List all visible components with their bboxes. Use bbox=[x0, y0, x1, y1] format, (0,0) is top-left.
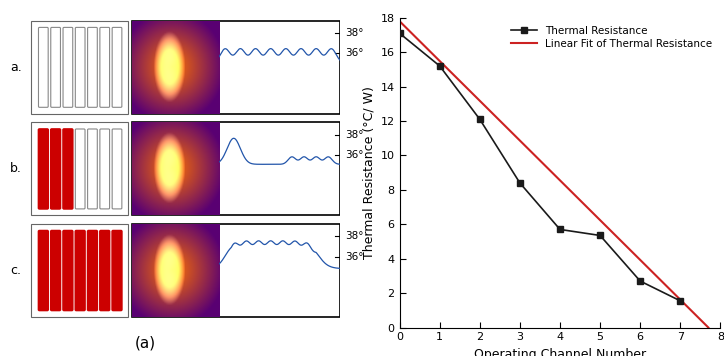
FancyBboxPatch shape bbox=[63, 27, 72, 107]
Thermal Resistance bbox=[395, 31, 404, 36]
Thermal Resistance bbox=[555, 227, 564, 232]
FancyBboxPatch shape bbox=[100, 129, 109, 209]
FancyBboxPatch shape bbox=[51, 129, 61, 209]
FancyBboxPatch shape bbox=[75, 129, 85, 209]
Bar bbox=[132, 122, 340, 215]
FancyBboxPatch shape bbox=[88, 27, 97, 107]
FancyBboxPatch shape bbox=[75, 27, 85, 107]
Thermal Resistance bbox=[476, 117, 484, 121]
Y-axis label: Thermal Resistance (°C/ W): Thermal Resistance (°C/ W) bbox=[362, 86, 375, 259]
Thermal Resistance bbox=[676, 299, 685, 303]
Text: 36°: 36° bbox=[345, 252, 364, 262]
Bar bbox=[30, 21, 128, 114]
FancyBboxPatch shape bbox=[38, 231, 49, 310]
Bar bbox=[132, 21, 340, 114]
Thermal Resistance bbox=[636, 279, 644, 283]
Line: Thermal Resistance: Thermal Resistance bbox=[396, 30, 683, 304]
Text: (a): (a) bbox=[135, 335, 156, 351]
FancyBboxPatch shape bbox=[63, 231, 72, 310]
FancyBboxPatch shape bbox=[112, 27, 122, 107]
FancyBboxPatch shape bbox=[51, 27, 61, 107]
Bar bbox=[30, 122, 128, 215]
Thermal Resistance bbox=[596, 233, 605, 237]
FancyBboxPatch shape bbox=[100, 231, 109, 310]
FancyBboxPatch shape bbox=[63, 129, 72, 209]
FancyBboxPatch shape bbox=[100, 27, 109, 107]
Text: 36°: 36° bbox=[345, 48, 364, 58]
FancyBboxPatch shape bbox=[38, 27, 49, 107]
Thermal Resistance bbox=[435, 64, 444, 68]
Thermal Resistance bbox=[515, 181, 524, 185]
Text: b.: b. bbox=[10, 162, 22, 176]
X-axis label: Operating Channel Number: Operating Channel Number bbox=[474, 348, 646, 356]
Legend: Thermal Resistance, Linear Fit of Thermal Resistance: Thermal Resistance, Linear Fit of Therma… bbox=[508, 23, 715, 52]
FancyBboxPatch shape bbox=[51, 231, 61, 310]
FancyBboxPatch shape bbox=[112, 129, 122, 209]
Bar bbox=[30, 224, 128, 317]
Text: 38°: 38° bbox=[345, 28, 364, 38]
Text: c.: c. bbox=[10, 264, 21, 277]
FancyBboxPatch shape bbox=[38, 129, 49, 209]
Text: 38°: 38° bbox=[345, 130, 364, 140]
FancyBboxPatch shape bbox=[75, 231, 85, 310]
FancyBboxPatch shape bbox=[112, 231, 122, 310]
Bar bbox=[132, 224, 340, 317]
Text: a.: a. bbox=[10, 61, 22, 74]
Text: 36°: 36° bbox=[345, 150, 364, 160]
FancyBboxPatch shape bbox=[88, 129, 97, 209]
Text: 38°: 38° bbox=[345, 231, 364, 241]
FancyBboxPatch shape bbox=[88, 231, 97, 310]
